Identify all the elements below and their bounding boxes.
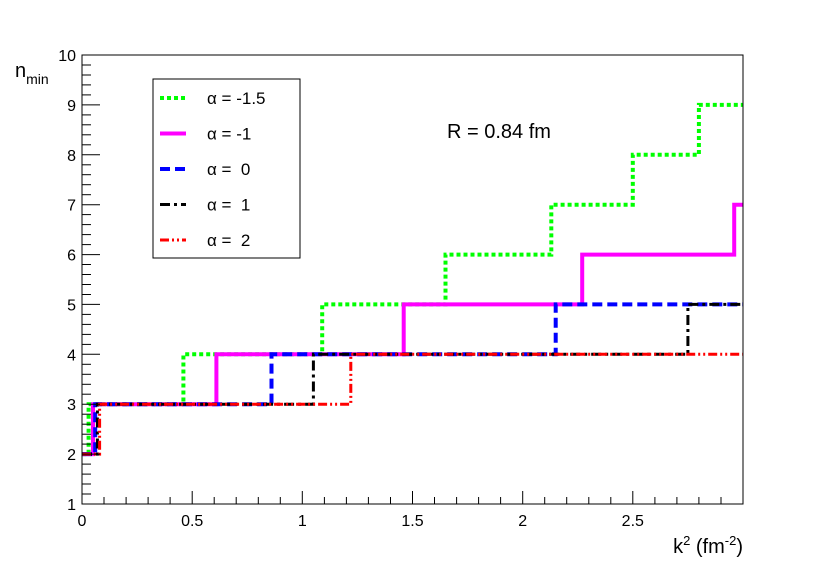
x-tick-label: 1 xyxy=(298,513,307,530)
legend-label-2: α = -1 xyxy=(207,125,251,144)
radius-annotation: R = 0.84 fm xyxy=(447,121,551,143)
series-line-3 xyxy=(82,302,743,457)
x-tick-label: 2 xyxy=(518,513,527,530)
y-tick-label: 1 xyxy=(67,497,76,514)
y-tick-label: 4 xyxy=(67,347,76,364)
y-tick-labels: 1 2 3 4 5 6 7 8 9 10 xyxy=(58,48,76,514)
y-tick-label: 6 xyxy=(67,248,76,265)
series-layer xyxy=(82,102,743,457)
series-line-2 xyxy=(82,202,743,457)
x-tick-label: 2.5 xyxy=(622,513,644,530)
y-tick-label: 9 xyxy=(67,98,76,115)
x-tick-labels: 0 0.5 1 1.5 2 2.5 xyxy=(78,513,644,530)
y-tick-label: 8 xyxy=(67,148,76,165)
x-tick-label: 0.5 xyxy=(181,513,203,530)
y-tick-label: 3 xyxy=(67,397,76,414)
y-axis-label: nmin xyxy=(15,60,49,87)
x-axis-label: k2 (fm-2) xyxy=(673,533,743,558)
legend-label-5: α = 2 xyxy=(207,231,250,250)
series-line-4 xyxy=(82,302,743,456)
y-tick-label: 10 xyxy=(58,48,76,65)
series-line-5 xyxy=(82,352,743,456)
legend-label-1: α = -1.5 xyxy=(207,89,266,108)
x-tick-label: 0 xyxy=(78,513,87,530)
legend-label-3: α = 0 xyxy=(207,160,250,179)
y-tick-label: 5 xyxy=(67,297,76,314)
legend-label-4: α = 1 xyxy=(207,196,250,215)
series-line-1 xyxy=(82,102,743,457)
x-tick-label: 1.5 xyxy=(401,513,423,530)
y-tick-label: 7 xyxy=(67,198,76,215)
tick-layer xyxy=(81,54,744,505)
y-tick-label: 2 xyxy=(67,447,76,464)
legend: α = -1.5 α = -1 α = 0 α = 1 α = 2 xyxy=(152,78,301,259)
